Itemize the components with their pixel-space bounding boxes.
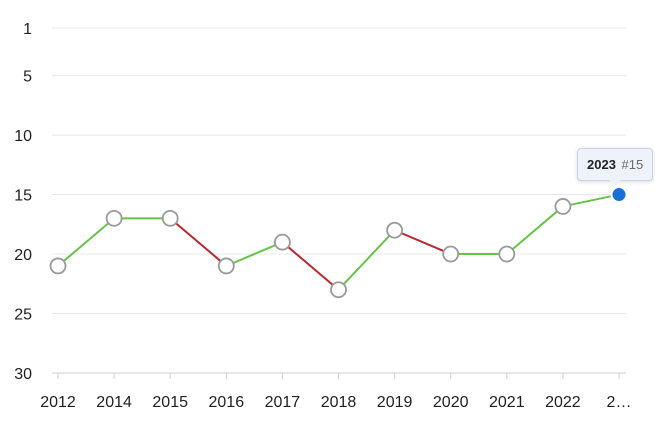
line-segment (57, 217, 116, 267)
x-axis: 2012 2014 2015 2016 2017 2018 2019 2020 2021 2022… (40, 372, 632, 411)
y-tick-label: 5 (23, 69, 32, 86)
tooltip: 2023 #15 (577, 147, 654, 187)
x-tick-label: 2018 (321, 394, 357, 411)
x-tick-label: 2014 (96, 394, 132, 411)
line-segment (337, 229, 396, 291)
line-segment (505, 205, 564, 256)
data-point[interactable] (273, 233, 291, 251)
line-segment (561, 193, 620, 208)
line-segment (281, 241, 340, 291)
x-tick-label: 2019 (377, 394, 413, 411)
data-point[interactable] (386, 221, 404, 239)
y-tick-label: 15 (14, 188, 32, 205)
data-point[interactable] (442, 245, 460, 263)
x-tick-label: 2017 (265, 394, 301, 411)
x-tick-label: 2016 (209, 394, 245, 411)
x-tick-label: 2020 (433, 394, 469, 411)
x-tick-label: 2… (607, 394, 632, 411)
y-tick-label: 25 (14, 307, 32, 324)
series-points (49, 186, 628, 299)
data-point[interactable] (498, 245, 516, 263)
x-tick-label: 2015 (152, 394, 188, 411)
line-segment (225, 241, 284, 267)
tooltip-rank: #15 (621, 156, 644, 172)
x-tick-label: 2022 (545, 394, 581, 411)
y-tick-label: 1 (23, 21, 32, 38)
y-tick-label: 20 (14, 247, 32, 264)
data-point-highlighted[interactable] (610, 186, 628, 204)
y-tick-label: 30 (14, 366, 32, 383)
x-tick-label: 2021 (489, 394, 525, 411)
data-point[interactable] (49, 257, 67, 275)
tooltip-year: 2023 (587, 156, 616, 172)
grid (52, 27, 626, 374)
line-segment (393, 229, 452, 256)
data-point[interactable] (330, 281, 347, 299)
data-point[interactable] (105, 209, 123, 227)
data-point[interactable] (554, 198, 572, 215)
data-point[interactable] (161, 209, 179, 227)
line-segment (169, 217, 228, 267)
data-point[interactable] (217, 257, 235, 275)
y-tick-label: 10 (14, 128, 32, 145)
series-line (57, 193, 620, 291)
x-tick-label: 2012 (40, 394, 76, 411)
